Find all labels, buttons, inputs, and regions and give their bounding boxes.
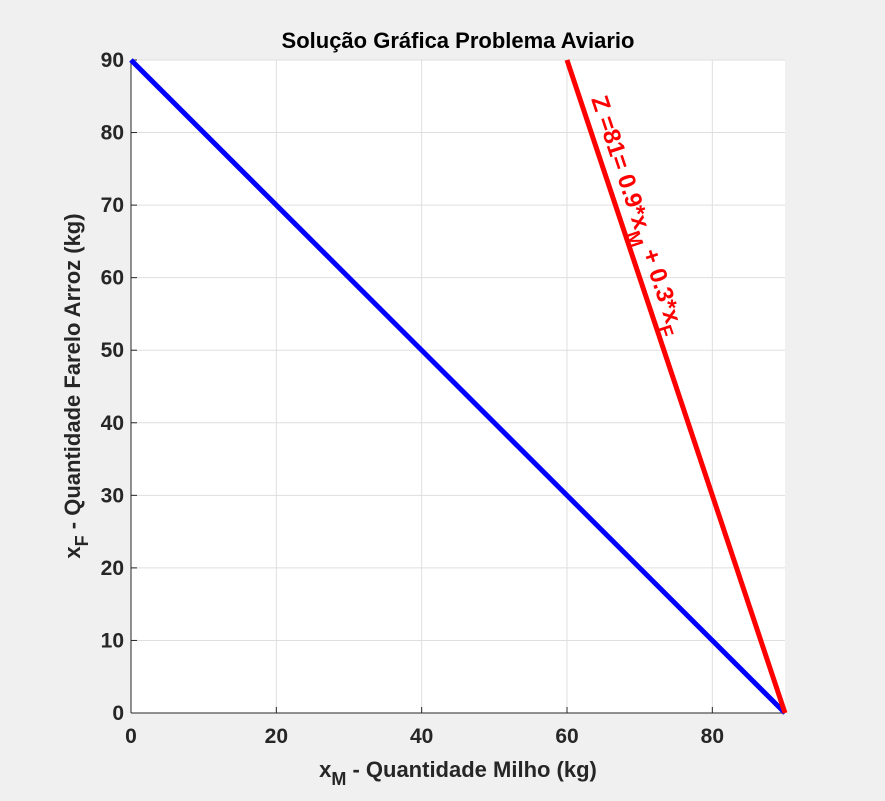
y-tick-label: 70 [101, 194, 124, 217]
y-axis-label-text: - Quantidade Farelo Arroz (kg) [60, 213, 85, 535]
y-tick-label: 20 [101, 557, 124, 580]
axes [130, 59, 785, 714]
x-axis-label-text: - Quantidade Milho (kg) [346, 757, 597, 782]
x-tick-label: 40 [410, 725, 433, 748]
x-axis-label-sub: M [331, 769, 346, 789]
y-tick-label: 40 [101, 412, 124, 435]
annotation-subscript: M [622, 228, 647, 250]
series-line-1 [129, 58, 787, 715]
x-tick-label: 60 [555, 725, 578, 748]
series-layer [129, 58, 788, 715]
y-tick-label: 90 [101, 49, 124, 72]
series-line-2 [564, 59, 788, 714]
x-tick-label: 80 [701, 725, 724, 748]
y-tick-label: 50 [101, 339, 124, 362]
y-axis-label: xF - Quantidade Farelo Arroz (kg) [60, 213, 92, 558]
y-tick-label: 60 [101, 267, 124, 290]
grid [130, 59, 785, 714]
y-axis-label-sub: F [72, 535, 92, 546]
x-tick-labels: 0 20 40 60 80 [125, 725, 724, 748]
y-tick-label: 0 [112, 702, 124, 725]
y-axis-label-var: x [60, 546, 85, 559]
chart-title: Solução Gráfica Problema Aviario [282, 28, 635, 53]
y-tick-labels: 0 10 20 30 40 50 60 70 80 90 [101, 49, 124, 725]
x-axis-label: xM - Quantidade Milho (kg) [319, 757, 597, 789]
x-tick-label: 20 [265, 725, 288, 748]
x-tick-label: 0 [125, 725, 137, 748]
x-axis-label-var: x [319, 757, 332, 782]
y-tick-label: 80 [101, 122, 124, 145]
y-tick-label: 30 [101, 484, 124, 507]
y-tick-label: 10 [101, 629, 124, 652]
